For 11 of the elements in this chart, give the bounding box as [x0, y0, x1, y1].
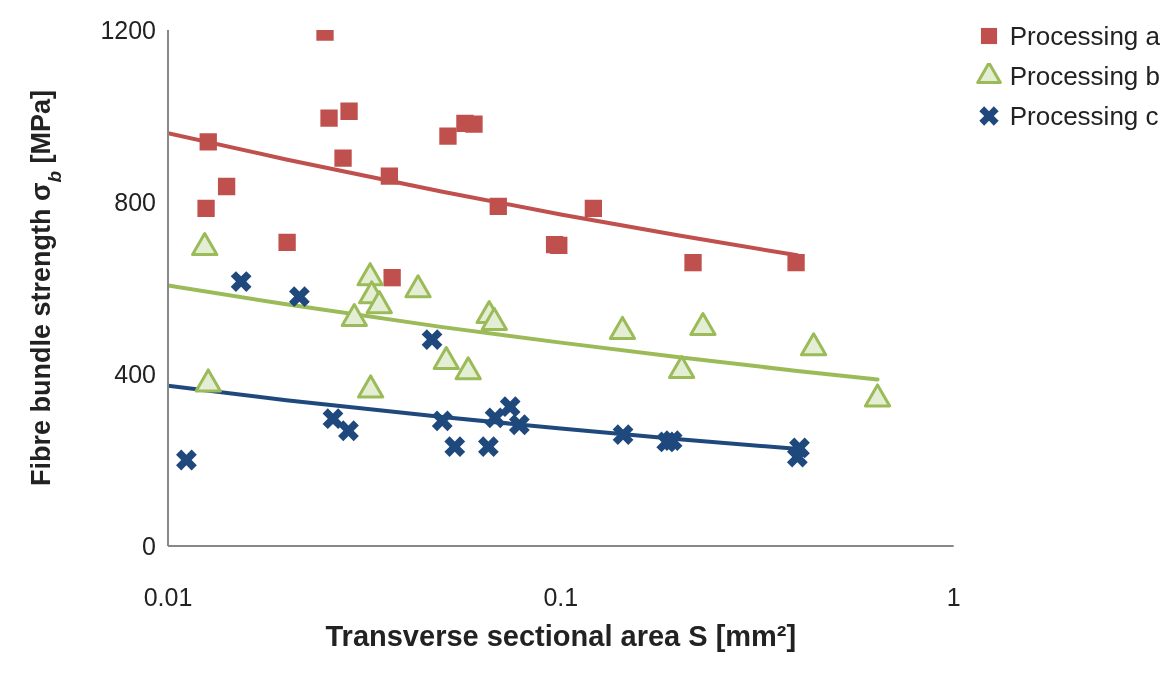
legend-label: Processing b — [1009, 60, 1160, 93]
y-tick-label: 800 — [114, 187, 156, 216]
legend-label: Processing c — [1009, 100, 1159, 133]
x-tick-label: 1 — [946, 583, 961, 611]
x-axis-title: Transverse sectional area S [mm²] — [325, 620, 797, 652]
y-tick-label: 400 — [114, 359, 156, 388]
legend-label: Processing a — [1009, 20, 1160, 53]
y-tick-label: 1200 — [100, 15, 156, 44]
y-tick-label: 0 — [142, 531, 156, 560]
x-tick-label: 0.1 — [543, 583, 579, 611]
x-tick-label: 0.01 — [143, 583, 193, 611]
